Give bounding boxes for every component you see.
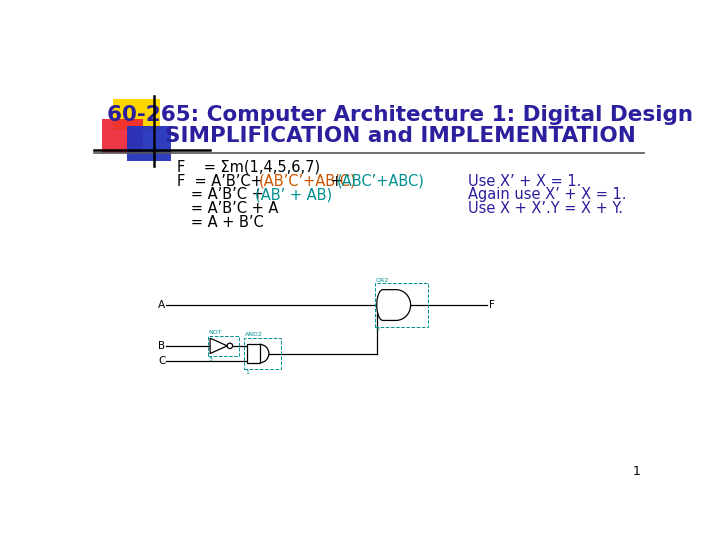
- Text: (AB’ + AB): (AB’ + AB): [255, 187, 332, 202]
- Text: (AB’C’+AB’C): (AB’C’+AB’C): [259, 173, 356, 188]
- Polygon shape: [210, 338, 228, 354]
- Polygon shape: [127, 126, 171, 161]
- Text: Again use X’ + X = 1.: Again use X’ + X = 1.: [468, 187, 626, 202]
- Text: 60-265: Computer Architecture 1: Digital Design: 60-265: Computer Architecture 1: Digital…: [107, 105, 693, 125]
- Text: F  = A’B’C+: F = A’B’C+: [177, 173, 267, 188]
- Text: NOT: NOT: [209, 330, 222, 335]
- Polygon shape: [102, 119, 143, 153]
- Text: 2: 2: [376, 327, 380, 332]
- Bar: [246, 345, 260, 363]
- Text: = A + B’C: = A + B’C: [177, 215, 264, 230]
- Text: AND2: AND2: [245, 333, 263, 338]
- Text: = A’B’C +: = A’B’C +: [177, 187, 268, 202]
- Circle shape: [228, 343, 233, 348]
- Text: Use X’ + X = 1.: Use X’ + X = 1.: [468, 173, 582, 188]
- Text: C: C: [158, 356, 166, 366]
- Text: 1: 1: [245, 370, 249, 375]
- Polygon shape: [113, 99, 160, 130]
- Text: F: F: [489, 300, 495, 310]
- Text: 3: 3: [209, 356, 212, 362]
- Text: OR2: OR2: [376, 278, 390, 283]
- Text: (ABC’+ABC): (ABC’+ABC): [337, 173, 425, 188]
- Polygon shape: [377, 289, 410, 320]
- Bar: [375, 284, 428, 327]
- Bar: [244, 338, 282, 369]
- Text: B: B: [158, 341, 166, 351]
- Text: = A’B’C + A: = A’B’C + A: [177, 201, 278, 217]
- Text: Use X + X’.Y = X + Y.: Use X + X’.Y = X + Y.: [468, 201, 624, 217]
- Text: A: A: [158, 300, 166, 310]
- Text: 1: 1: [632, 465, 640, 478]
- Text: F    = Σm(1,4,5,6,7): F = Σm(1,4,5,6,7): [177, 160, 320, 175]
- Text: +: +: [326, 173, 348, 188]
- Text: SIMPLIFICATION and IMPLEMENTATION: SIMPLIFICATION and IMPLEMENTATION: [165, 126, 636, 146]
- Bar: [208, 336, 239, 356]
